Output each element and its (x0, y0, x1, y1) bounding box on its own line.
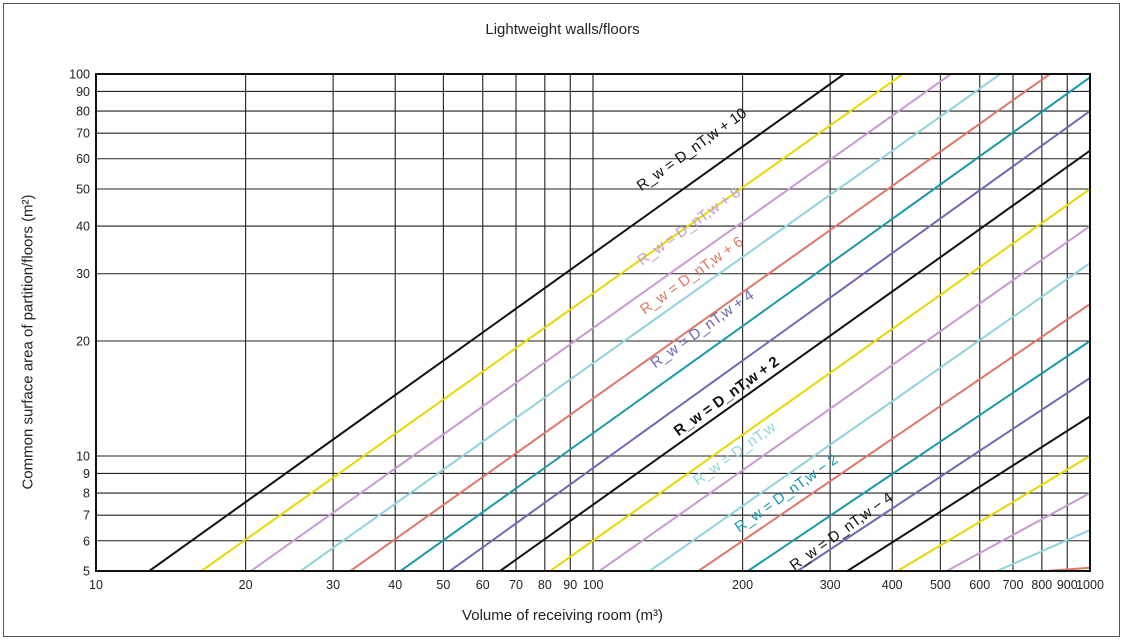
series-line (846, 415, 1090, 571)
y-tick-label: 30 (76, 267, 90, 281)
series-lines (148, 74, 1090, 571)
x-tick-label: 1000 (1076, 578, 1104, 592)
series-line (148, 74, 845, 571)
y-tick-label: 40 (76, 220, 90, 234)
series-line (697, 303, 1090, 571)
x-tick-label: 700 (1003, 578, 1024, 592)
x-tick-label: 80 (538, 578, 552, 592)
x-tick-label: 200 (732, 578, 753, 592)
y-tick-label: 60 (76, 152, 90, 166)
series-line (399, 76, 1090, 571)
y-tick-label: 10 (76, 450, 90, 464)
series-line (996, 529, 1090, 571)
line-label: R_w = D_nT,w + 10 (634, 105, 750, 195)
x-tick-label: 900 (1057, 578, 1078, 592)
x-tick-label: 60 (476, 578, 490, 592)
x-tick-label: 10 (89, 578, 103, 592)
y-tick-label: 50 (76, 182, 90, 196)
y-tick-label: 20 (76, 335, 90, 349)
x-tick-label: 90 (563, 578, 577, 592)
y-tick-label: 5 (83, 565, 90, 579)
series-line (797, 377, 1090, 571)
x-tick-label: 800 (1031, 578, 1052, 592)
series-line (349, 74, 1051, 571)
x-tick-label: 40 (388, 578, 402, 592)
y-tick-label: 80 (76, 105, 90, 119)
chart-frame (3, 3, 1120, 637)
x-axis-label: Volume of receiving room (m³) (462, 607, 663, 624)
x-tick-label: 400 (882, 578, 903, 592)
series-line (946, 492, 1090, 571)
x-tick-label: 30 (326, 578, 340, 592)
x-tick-labels: 10 20 30 40 50 60 70 80 90 100 200 300 400 500 600 700 8… (89, 578, 1104, 592)
grid-lines (95, 73, 1091, 572)
series-line (449, 110, 1090, 571)
series-line (649, 262, 1090, 571)
series-line (299, 74, 1001, 571)
x-tick-label: 300 (820, 578, 841, 592)
line-label: R_w = D_nT,w − 4 (787, 489, 897, 574)
x-tick-label: 50 (436, 578, 450, 592)
series-line (499, 149, 1090, 571)
y-tick-label: 6 (83, 534, 90, 548)
y-tick-label: 8 (83, 487, 90, 501)
x-tick-label: 70 (509, 578, 523, 592)
series-line (549, 188, 1090, 571)
y-tick-label: 70 (76, 127, 90, 141)
series-line (598, 225, 1090, 571)
x-tick-label: 500 (930, 578, 951, 592)
x-tick-label: 600 (969, 578, 990, 592)
series-line (897, 455, 1090, 571)
chart-title: Lightweight walls/floors (485, 21, 640, 38)
y-tick-label: 90 (76, 85, 90, 99)
x-tick-label: 20 (239, 578, 253, 592)
series-line (250, 74, 952, 571)
y-tick-label: 7 (83, 509, 90, 523)
y-tick-label: 100 (69, 68, 90, 82)
y-tick-label: 9 (83, 467, 90, 481)
series-line (747, 340, 1090, 571)
y-tick-labels: 5 6 7 8 9 10 20 30 40 50 60 70 80 90 100 (69, 68, 90, 579)
series-line (200, 74, 904, 571)
x-tick-label: 100 (583, 578, 604, 592)
plot-border (95, 73, 1091, 572)
